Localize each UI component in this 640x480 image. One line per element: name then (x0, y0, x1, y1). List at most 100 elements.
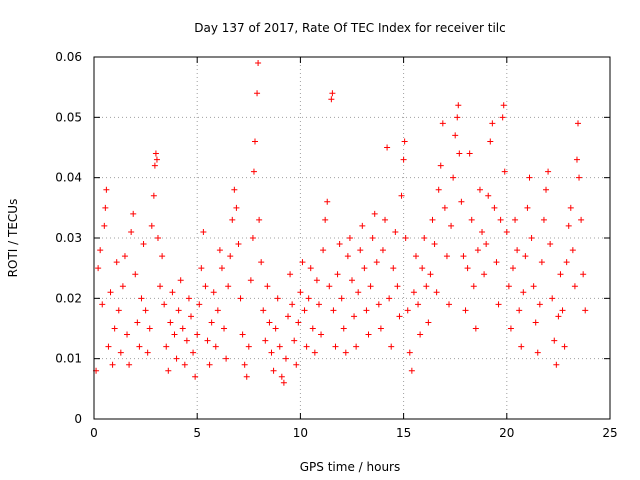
data-point (363, 307, 370, 314)
data-point (455, 102, 462, 109)
data-point (285, 313, 292, 320)
data-point (460, 253, 467, 260)
y-tick-label: 0.02 (55, 291, 82, 305)
data-point (264, 283, 271, 290)
data-point (514, 247, 521, 254)
data-point (563, 259, 570, 266)
data-point (567, 204, 574, 211)
data-point (326, 283, 333, 290)
data-point (483, 241, 490, 248)
data-point (408, 367, 415, 374)
data-point (289, 301, 296, 308)
data-point (384, 144, 391, 151)
data-point (181, 361, 188, 368)
data-point (198, 265, 205, 272)
data-point (146, 325, 153, 332)
data-point (538, 259, 545, 266)
data-point (580, 271, 587, 278)
data-point (204, 337, 211, 344)
data-point (415, 301, 422, 308)
data-point (144, 349, 151, 356)
data-point (518, 343, 525, 350)
data-point (241, 361, 248, 368)
data-point (410, 289, 417, 296)
data-point (437, 162, 444, 169)
data-point (495, 301, 502, 308)
data-point (305, 295, 312, 302)
data-point (474, 247, 481, 254)
data-point (295, 319, 302, 326)
data-point (280, 379, 287, 386)
data-point (229, 216, 236, 223)
data-point (462, 307, 469, 314)
data-point (520, 289, 527, 296)
data-point (375, 301, 382, 308)
data-point (148, 222, 155, 229)
data-point (171, 331, 178, 338)
data-point (177, 277, 184, 284)
data-point (336, 241, 343, 248)
data-point (443, 253, 450, 260)
data-point (361, 265, 368, 272)
data-point (479, 228, 486, 235)
y-tick-label: 0.04 (55, 171, 82, 185)
data-point (545, 168, 552, 175)
data-point (266, 319, 273, 326)
data-point (446, 301, 453, 308)
data-point (272, 325, 279, 332)
data-point (130, 210, 137, 217)
data-point (250, 168, 257, 175)
data-point (553, 361, 560, 368)
data-point (398, 192, 405, 199)
data-point (329, 90, 336, 97)
data-point (573, 156, 580, 163)
data-point (575, 120, 582, 127)
data-point (102, 204, 109, 211)
data-point (452, 132, 459, 139)
data-point (425, 319, 432, 326)
data-point (192, 373, 199, 380)
x-tick-label: 20 (499, 426, 514, 440)
data-point (251, 138, 258, 145)
data-point (291, 337, 298, 344)
data-point (313, 277, 320, 284)
data-point (208, 319, 215, 326)
data-point (196, 301, 203, 308)
data-point (301, 307, 308, 314)
data-point (470, 283, 477, 290)
data-point (351, 313, 358, 320)
data-point (547, 241, 554, 248)
data-point (218, 265, 225, 272)
y-tick-label: 0.05 (55, 110, 82, 124)
data-point (260, 307, 267, 314)
y-tick-label: 0.06 (55, 50, 82, 64)
data-point (132, 271, 139, 278)
data-point (97, 247, 104, 254)
data-point (394, 283, 401, 290)
data-point (565, 222, 572, 229)
data-point (412, 253, 419, 260)
data-point (188, 313, 195, 320)
data-point (466, 150, 473, 157)
data-point (371, 210, 378, 217)
data-point (167, 319, 174, 326)
data-point (423, 283, 430, 290)
data-point (512, 216, 519, 223)
data-point (142, 307, 149, 314)
data-point (435, 186, 442, 193)
data-point (439, 120, 446, 127)
data-point (429, 216, 436, 223)
data-point (464, 265, 471, 272)
data-point (338, 295, 345, 302)
data-point (214, 307, 221, 314)
data-point (202, 283, 209, 290)
x-tick-label: 10 (293, 426, 308, 440)
data-point (276, 343, 283, 350)
data-point (419, 265, 426, 272)
data-point (109, 361, 116, 368)
data-point (124, 331, 131, 338)
data-point (245, 343, 252, 350)
x-tick-label: 25 (602, 426, 617, 440)
data-point (522, 253, 529, 260)
data-point (353, 343, 360, 350)
